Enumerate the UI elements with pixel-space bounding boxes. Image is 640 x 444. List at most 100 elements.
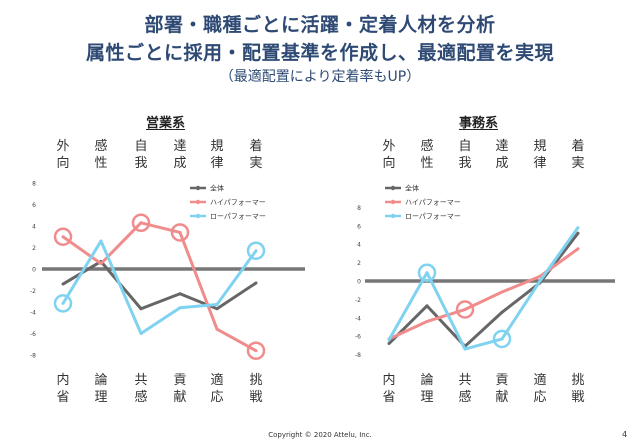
y-tick-label: 6 xyxy=(32,202,36,209)
category-label-top: 規律 xyxy=(210,139,223,171)
data-point xyxy=(254,249,258,253)
y-tick-label: -4 xyxy=(30,310,36,317)
data-point xyxy=(215,302,219,306)
data-point xyxy=(61,282,65,286)
y-tick-label: -6 xyxy=(355,334,361,341)
data-point xyxy=(576,247,580,251)
y-tick-label: -2 xyxy=(355,297,361,304)
category-label-top: 着実 xyxy=(571,138,584,171)
highlight-circle xyxy=(246,241,266,260)
data-point xyxy=(254,281,258,285)
category-label-top: 感性 xyxy=(94,138,107,171)
category-label-top: 感性 xyxy=(420,138,433,171)
y-tick-label: -8 xyxy=(355,352,361,359)
category-label-top: 着実 xyxy=(249,138,262,171)
highlight-circle xyxy=(53,227,73,246)
legend-label: ハイパフォーマー xyxy=(405,199,461,207)
category-label-bottom: 内省 xyxy=(56,372,69,405)
series-line-overall xyxy=(62,259,257,311)
data-point xyxy=(500,290,504,294)
data-point xyxy=(61,235,65,239)
data-point xyxy=(387,342,391,346)
category-label-bottom: 内省 xyxy=(382,372,395,405)
data-point xyxy=(215,307,219,311)
data-point xyxy=(463,347,467,351)
legend-label: ハイパフォーマー xyxy=(210,199,266,207)
y-tick-label: 0 xyxy=(32,267,36,274)
category-label-bottom: 適応 xyxy=(210,372,223,405)
category-label-top: 自我 xyxy=(134,139,147,171)
highlight-circle xyxy=(455,300,475,319)
y-tick-label: 4 xyxy=(32,224,36,231)
category-label-bottom: 貢献 xyxy=(495,373,508,405)
data-point xyxy=(99,262,103,266)
legend-label: ローパフォーマー xyxy=(405,213,461,221)
legend-marker xyxy=(390,213,396,219)
data-point xyxy=(576,226,580,230)
highlight-circle xyxy=(417,263,437,282)
y-tick-label: 2 xyxy=(357,260,361,267)
series-line-low xyxy=(61,239,258,335)
category-label-bottom: 挑戦 xyxy=(249,373,262,405)
data-point xyxy=(178,292,182,296)
copyright: Copyright © 2020 Attelu, Inc. xyxy=(268,431,372,439)
data-point xyxy=(425,319,429,323)
category-label-bottom: 共感 xyxy=(134,373,147,405)
highlight-circle xyxy=(246,341,266,360)
chart-title-sales: 営業系 xyxy=(146,116,186,131)
y-tick-label: 8 xyxy=(357,205,361,212)
category-label-bottom: 論理 xyxy=(94,372,107,405)
page-title-line2: 属性ごとに採用・配置基準を作成し、最適配置を実現 xyxy=(85,42,554,64)
data-point xyxy=(425,271,429,275)
data-point xyxy=(425,304,429,308)
series-line-high xyxy=(388,247,579,341)
data-point xyxy=(178,230,182,234)
legend-label: 全体 xyxy=(210,184,224,193)
legend-label: ローパフォーマー xyxy=(210,213,266,221)
legend-marker xyxy=(195,213,201,219)
data-point xyxy=(500,310,504,314)
y-tick-label: -8 xyxy=(30,353,36,360)
page-number: 4 xyxy=(622,430,628,439)
y-tick-label: -4 xyxy=(355,315,361,322)
data-point xyxy=(254,349,258,353)
category-label-bottom: 貢献 xyxy=(173,373,186,405)
category-label-top: 規律 xyxy=(533,139,546,171)
data-point xyxy=(139,307,143,311)
data-point xyxy=(500,337,504,341)
category-label-top: 達成 xyxy=(495,139,508,171)
page-subtitle: （最適配置により定着率もUP） xyxy=(219,69,421,85)
data-point xyxy=(99,239,103,243)
category-label-top: 外向 xyxy=(56,139,69,171)
highlight-circle xyxy=(53,294,73,313)
data-point xyxy=(387,338,391,342)
y-tick-label: 6 xyxy=(357,223,361,230)
y-tick-label: 2 xyxy=(32,245,36,252)
data-point xyxy=(463,308,467,312)
data-point xyxy=(215,327,219,331)
category-label-bottom: 挑戦 xyxy=(571,373,584,405)
page-title-line1: 部署・職種ごとに活躍・定着人材を分析 xyxy=(144,14,496,36)
data-point xyxy=(139,332,143,335)
series-line-high xyxy=(62,221,257,353)
data-point xyxy=(576,231,580,235)
category-label-bottom: 適応 xyxy=(533,372,546,405)
data-point xyxy=(178,306,182,310)
y-tick-label: 0 xyxy=(357,279,361,286)
category-label-top: 外向 xyxy=(382,139,395,171)
chart-title-office: 事務系 xyxy=(459,116,499,131)
y-tick-label: -2 xyxy=(30,288,36,295)
data-point xyxy=(139,221,143,225)
y-tick-label: 4 xyxy=(357,242,361,249)
y-tick-label: -6 xyxy=(30,331,36,338)
legend-label: 全体 xyxy=(405,184,419,193)
legend-marker xyxy=(390,199,396,205)
data-point xyxy=(538,279,542,283)
legend-marker xyxy=(195,185,201,191)
y-tick-label: 8 xyxy=(32,181,36,188)
highlight-circle xyxy=(131,213,151,233)
category-label-top: 自我 xyxy=(458,139,471,171)
series-line-low xyxy=(387,226,580,351)
